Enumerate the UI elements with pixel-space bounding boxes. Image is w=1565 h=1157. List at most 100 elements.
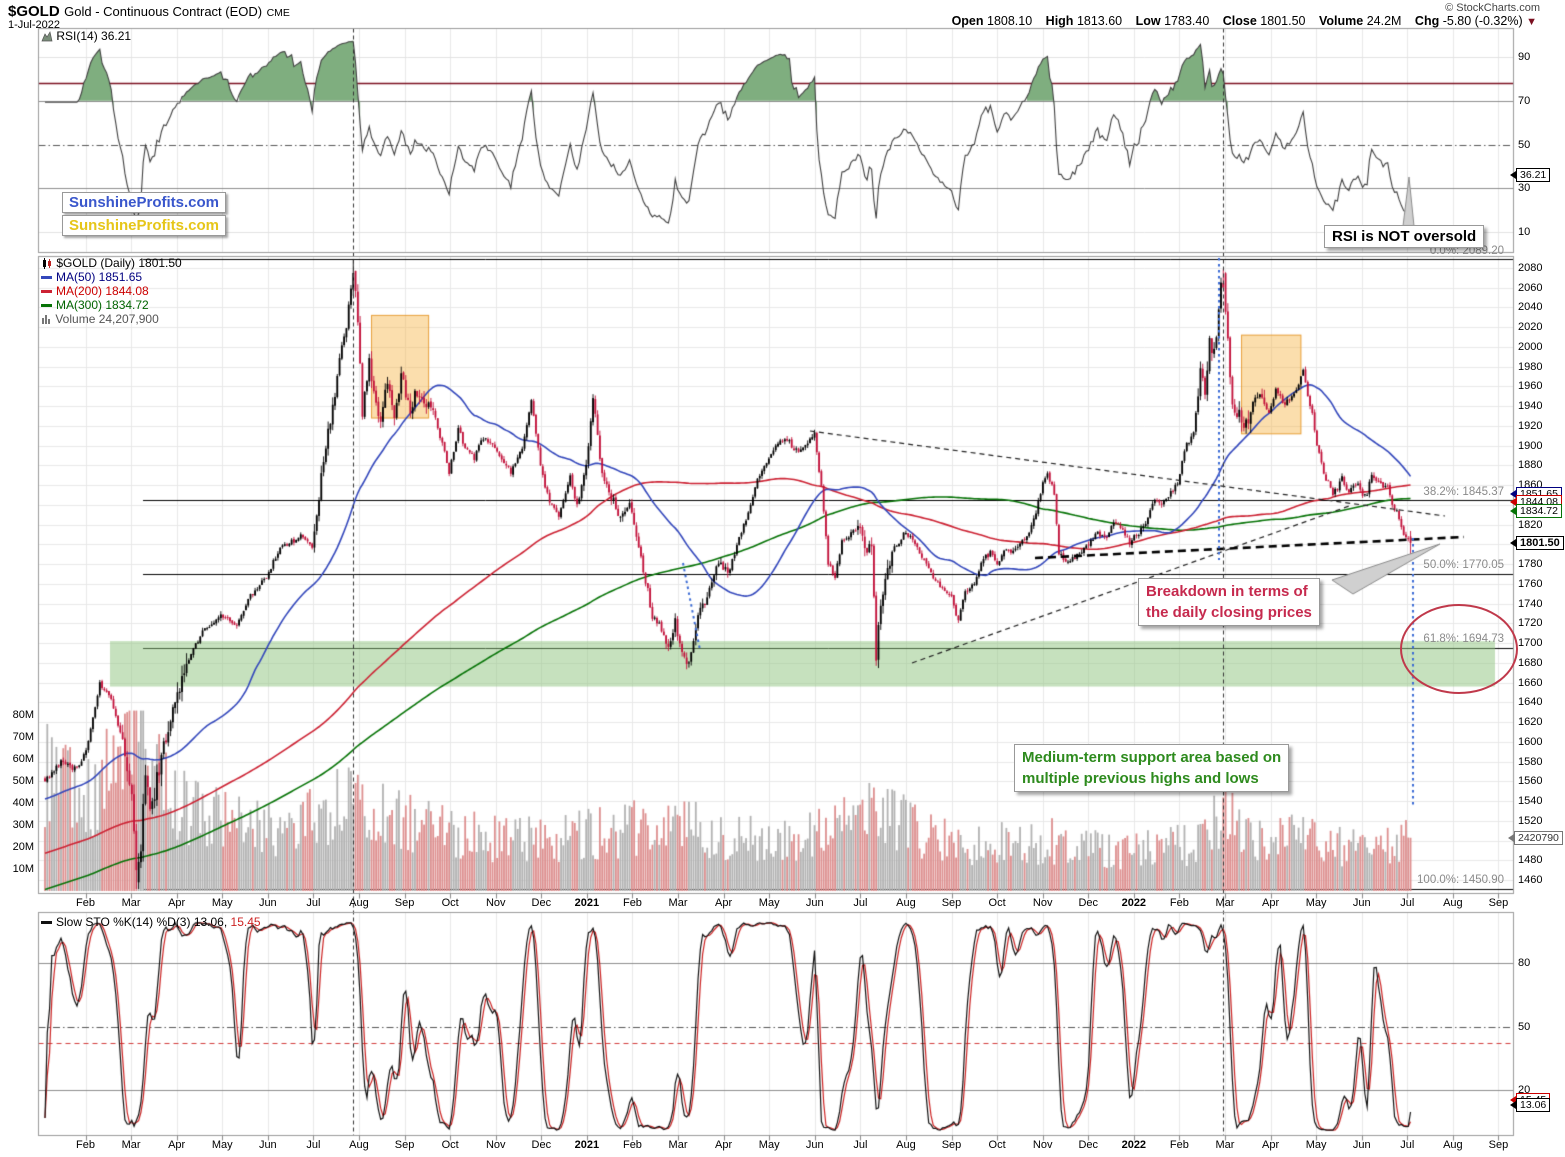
month-label: May	[758, 897, 780, 909]
month-label: Aug	[896, 1139, 916, 1151]
month-label: May	[1305, 1139, 1327, 1151]
month-label: Apr	[168, 897, 186, 909]
volume-axis-label: 20M	[12, 841, 34, 853]
price-axis-label: 1640	[1518, 696, 1543, 709]
price-axis-label: 2060	[1518, 281, 1543, 294]
rsi-axis-label: 10	[1518, 226, 1531, 238]
chart-header: $GOLD Gold - Continuous Contract (EOD) C…	[8, 3, 290, 21]
month-label: May	[211, 1139, 233, 1151]
month-label: May	[211, 897, 233, 909]
price-axis-label: 1780	[1518, 558, 1543, 571]
month-label: Sep	[941, 897, 962, 909]
month-label: Dec	[531, 1139, 552, 1151]
ma50-legend: MA(50) 1851.65	[56, 270, 143, 284]
month-label: May	[1305, 897, 1327, 909]
support-annotation-line2: multiple previous highs and lows	[1022, 770, 1259, 787]
price-legend: $GOLD (Daily) 1801.50 MA(50) 1851.65 MA(…	[41, 256, 182, 326]
month-label: Oct	[988, 1139, 1006, 1151]
month-label: Nov	[485, 897, 506, 909]
watermark-sunshineprofits-gold: SunshineProfits.com	[62, 215, 227, 236]
month-label: Jul	[853, 1139, 868, 1151]
volume-axis-label: 50M	[12, 775, 34, 787]
volume-axis-label: 40M	[12, 797, 34, 809]
month-label: Mar	[668, 897, 688, 909]
change-down-icon: ▼	[1526, 16, 1537, 28]
month-label: Dec	[531, 897, 552, 909]
breakdown-annotation-line1: Breakdown in terms of	[1146, 583, 1308, 600]
month-label: Oct	[988, 897, 1006, 909]
month-label: Jun	[1352, 897, 1371, 909]
rsi-annotation: RSI is NOT oversold	[1324, 225, 1485, 248]
sto-legend-prefix: Slow STO %K(14) %D(3)	[56, 915, 194, 929]
open-value: 1808.10	[987, 14, 1033, 28]
month-label: Apr	[715, 1139, 733, 1151]
price-axis-label: 1920	[1518, 419, 1543, 432]
price-axis-label: 2080	[1518, 262, 1543, 274]
sto-k-tag: 13.06	[1509, 1098, 1551, 1112]
month-label: Jul	[306, 897, 321, 909]
month-label: Aug	[349, 1139, 369, 1151]
breakdown-annotation: Breakdown in terms of the daily closing …	[1138, 578, 1320, 626]
ma300-legend-row: MA(300) 1834.72	[41, 298, 182, 312]
volume-axis-label: 30M	[12, 819, 34, 831]
volume-axis-label: 70M	[12, 731, 34, 743]
sto-axis-label: 80	[1518, 957, 1531, 969]
month-label: Mar	[668, 1139, 688, 1151]
month-label: Feb	[76, 897, 95, 909]
month-label: Feb	[76, 1139, 95, 1151]
symbol-name: Gold - Continuous Contract (EOD)	[64, 4, 263, 19]
month-label: Feb	[1169, 1139, 1189, 1151]
month-label: Sep	[1488, 897, 1509, 909]
month-label: Dec	[1078, 897, 1099, 909]
rsi-legend-label: RSI(14) 36.21	[56, 29, 132, 43]
volume-legend: Volume 24,207,900	[55, 312, 159, 326]
month-label: Aug	[1443, 1139, 1463, 1151]
rsi-legend: RSI(14) 36.21	[41, 29, 131, 43]
ma200-legend-row: MA(200) 1844.08	[41, 284, 182, 298]
rsi-area-icon	[41, 31, 53, 42]
month-label: Sep	[941, 1139, 962, 1151]
breakdown-annotation-line2: the daily closing prices	[1146, 604, 1312, 621]
sto-legend: Slow STO %K(14) %D(3) 13.06, 15.45	[41, 915, 261, 929]
month-label: Sep	[394, 897, 415, 909]
month-label: Mar	[1215, 897, 1235, 909]
exchange-label: CME	[266, 7, 290, 19]
rsi-axis-label: 70	[1518, 94, 1531, 107]
chg-label: Chg	[1414, 14, 1440, 28]
month-label: Sep	[394, 1139, 415, 1151]
volume-axis-label: 10M	[12, 863, 34, 875]
month-label: Jul	[306, 1139, 321, 1151]
volume-label: Volume	[1318, 14, 1364, 28]
support-highlight-ellipse	[1400, 604, 1518, 694]
high-label: High	[1045, 14, 1074, 28]
price-axis-label: 1540	[1518, 795, 1543, 808]
volume-value-tag: 2420790	[1508, 831, 1563, 845]
rsi-value-tag: 36.21	[1509, 168, 1551, 182]
price-axis-label: 2040	[1518, 301, 1543, 314]
month-label: Jun	[805, 897, 824, 909]
low-value: 1783.40	[1164, 14, 1210, 28]
price-axis-label: 1940	[1518, 400, 1543, 413]
price-axis-label: 1740	[1518, 597, 1543, 610]
quote-bar: Open 1808.10 High 1813.60 Low 1783.40 Cl…	[942, 14, 1537, 28]
month-label: Oct	[441, 897, 459, 909]
month-label: Mar	[121, 897, 141, 909]
price-axis-label: 1680	[1518, 656, 1543, 669]
month-label: Jun	[805, 1139, 824, 1151]
month-label: Jun	[258, 1139, 277, 1151]
month-label: Sep	[1488, 1139, 1509, 1151]
price-axis-label: 1880	[1518, 459, 1543, 472]
month-label: Aug	[349, 897, 369, 909]
candlestick-icon	[43, 258, 51, 269]
month-label: 2021	[574, 897, 600, 909]
fib-label-100: 100.0%: 1450.90	[1417, 874, 1504, 886]
month-label: Feb	[622, 897, 642, 909]
close-value: 1801.50	[1260, 14, 1306, 28]
month-label: Jul	[1400, 1139, 1415, 1151]
chg-value: -5.80 (-0.32%)	[1442, 14, 1523, 28]
ma50-line-swatch	[41, 276, 52, 280]
close-label: Close	[1222, 14, 1257, 28]
month-label: 2021	[574, 1139, 600, 1151]
price-axis-label: 1980	[1518, 360, 1543, 373]
month-label: Jun	[1352, 1139, 1371, 1151]
